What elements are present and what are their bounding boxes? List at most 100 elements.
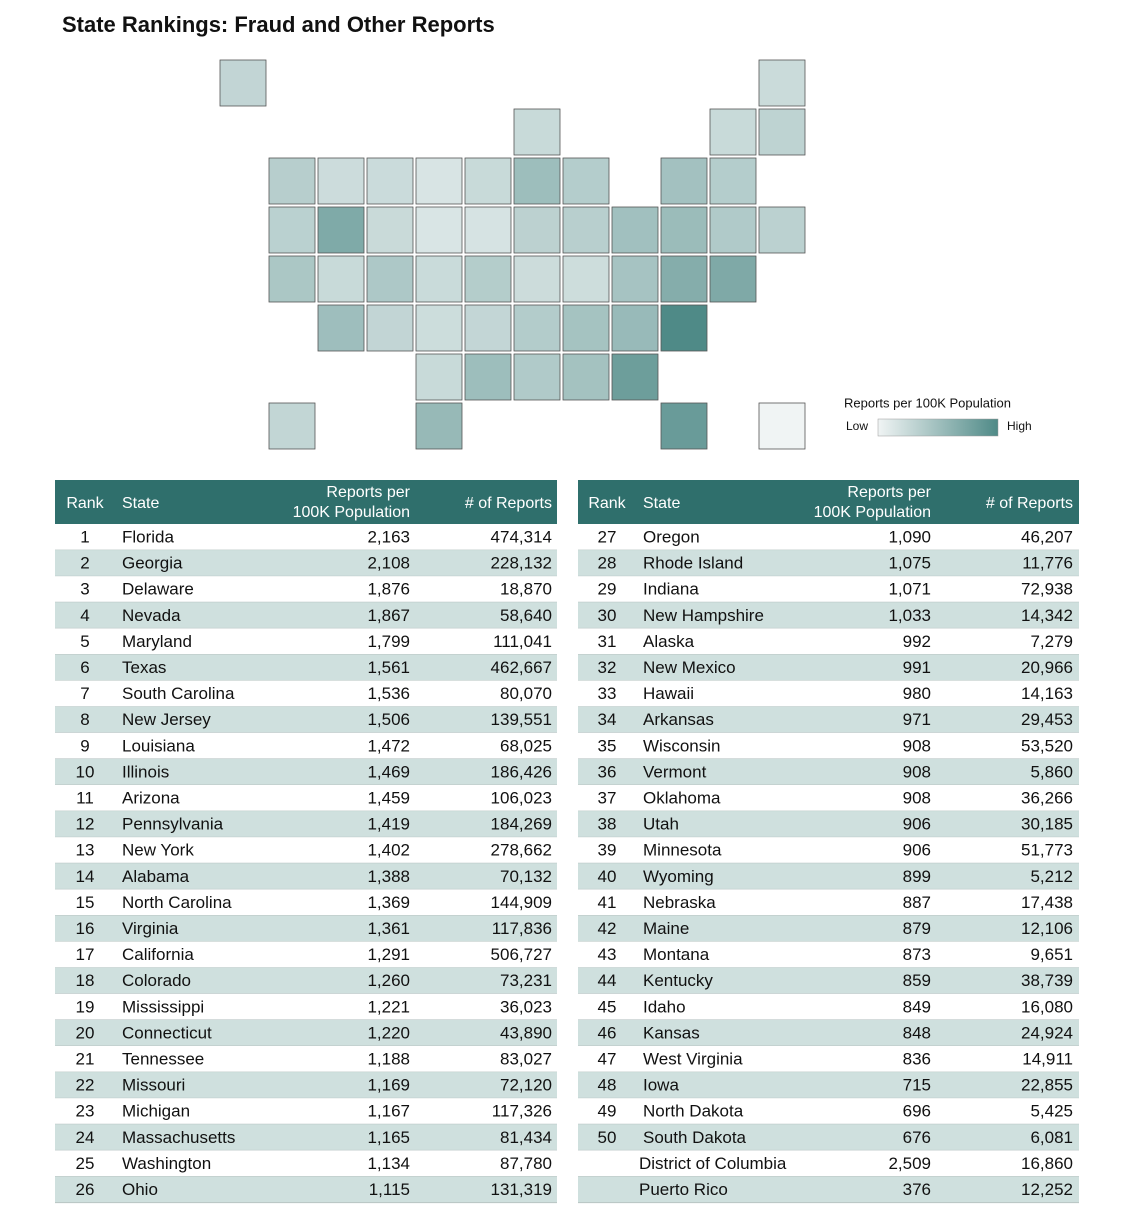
rank: 28: [598, 554, 617, 573]
rank: 25: [76, 1154, 95, 1173]
state-name: South Carolina: [122, 684, 235, 703]
state-tile: [317, 255, 365, 303]
state-tile: [562, 353, 610, 401]
state-name: Georgia: [122, 554, 183, 573]
reports: 186,426: [491, 762, 552, 781]
rate: 906: [903, 815, 931, 834]
state-tile: [464, 157, 512, 205]
state-name: West Virginia: [643, 1050, 743, 1069]
reports: 83,027: [500, 1050, 552, 1069]
state-tile: [415, 255, 463, 303]
state-name: Arkansas: [643, 710, 714, 729]
reports: 12,106: [1021, 919, 1073, 938]
table-row: [578, 785, 1079, 812]
table-row: [578, 576, 1079, 603]
table-row: [578, 863, 1079, 890]
rank: 13: [76, 841, 95, 860]
table-header: [578, 480, 1079, 524]
state-name: North Dakota: [643, 1102, 744, 1121]
state-name: Louisiana: [122, 736, 195, 755]
rate: 1,876: [367, 580, 410, 599]
state-tile: [562, 157, 610, 205]
rate: 879: [903, 919, 931, 938]
table-row: [578, 1098, 1079, 1125]
state-name: New Hampshire: [643, 606, 764, 625]
state-tile: [709, 108, 757, 156]
reports: 12,252: [1021, 1180, 1073, 1199]
rank: 37: [598, 789, 617, 808]
state-tile: [366, 157, 414, 205]
reports: 46,207: [1021, 528, 1073, 547]
table-row: [578, 1046, 1079, 1073]
table-row: [55, 993, 557, 1020]
reports: 70,132: [500, 867, 552, 886]
rank: 49: [598, 1102, 617, 1121]
rank: 14: [76, 867, 95, 886]
state-name: Illinois: [122, 762, 169, 781]
reports: 278,662: [491, 841, 552, 860]
reports: 18,870: [500, 580, 552, 599]
legend-title: Reports per 100K Population: [844, 395, 1011, 410]
state-tile: [415, 353, 463, 401]
rate: 1,033: [888, 606, 931, 625]
state-tile: [513, 255, 561, 303]
state-name: Texas: [122, 658, 166, 677]
table-row: [55, 1072, 557, 1099]
rate: 1,469: [367, 762, 410, 781]
rank: 6: [80, 658, 89, 677]
rank: 20: [76, 1023, 95, 1042]
table-row: [55, 1176, 557, 1203]
rank: 19: [76, 997, 95, 1016]
rank: 50: [598, 1128, 617, 1147]
rate: 1,369: [367, 893, 410, 912]
column-header: Rank: [588, 495, 626, 512]
state-name: Oklahoma: [643, 789, 721, 808]
table-row: [55, 941, 557, 968]
state-tile: [464, 304, 512, 352]
reports: 14,911: [1022, 1050, 1073, 1069]
reports: 9,651: [1030, 945, 1073, 964]
state-tile: [758, 108, 806, 156]
rank: 43: [598, 945, 617, 964]
rate: 908: [903, 789, 931, 808]
state-tile: [611, 304, 659, 352]
state-name: Indiana: [643, 580, 699, 599]
reports: 30,185: [1021, 815, 1073, 834]
rank: 4: [80, 606, 89, 625]
rank: 8: [80, 710, 89, 729]
rank: 9: [80, 736, 89, 755]
state-name: New York: [122, 841, 194, 860]
table-row: [578, 550, 1079, 577]
state-name: Nevada: [122, 606, 181, 625]
reports: 29,453: [1021, 710, 1073, 729]
table-row: [55, 602, 557, 629]
state-name: Hawaii: [643, 684, 694, 703]
reports: 80,070: [500, 684, 552, 703]
table-row: [578, 628, 1079, 655]
reports: 24,924: [1021, 1023, 1073, 1042]
rank: 32: [598, 658, 617, 677]
state-tile: [660, 255, 708, 303]
rate: 1,536: [367, 684, 410, 703]
state-name: Tennessee: [122, 1050, 204, 1069]
reports: 11,776: [1022, 554, 1073, 573]
reports: 58,640: [500, 606, 552, 625]
state-tile: [562, 255, 610, 303]
table-row: [55, 576, 557, 603]
state-name: Massachusetts: [122, 1128, 235, 1147]
state-tile: [366, 255, 414, 303]
state-tile: [317, 206, 365, 254]
reports: 16,860: [1021, 1154, 1073, 1173]
state-name: Colorado: [122, 971, 191, 990]
rank: 2: [80, 554, 89, 573]
state-tile: [758, 206, 806, 254]
rank: 16: [76, 919, 95, 938]
rank: 1: [80, 528, 89, 547]
reports: 106,023: [491, 789, 552, 808]
table-row: [55, 654, 557, 681]
reports: 20,966: [1021, 658, 1073, 677]
state-tile: [464, 255, 512, 303]
table-row: [55, 1098, 557, 1125]
state-tile: [709, 255, 757, 303]
rate: 696: [903, 1102, 931, 1121]
